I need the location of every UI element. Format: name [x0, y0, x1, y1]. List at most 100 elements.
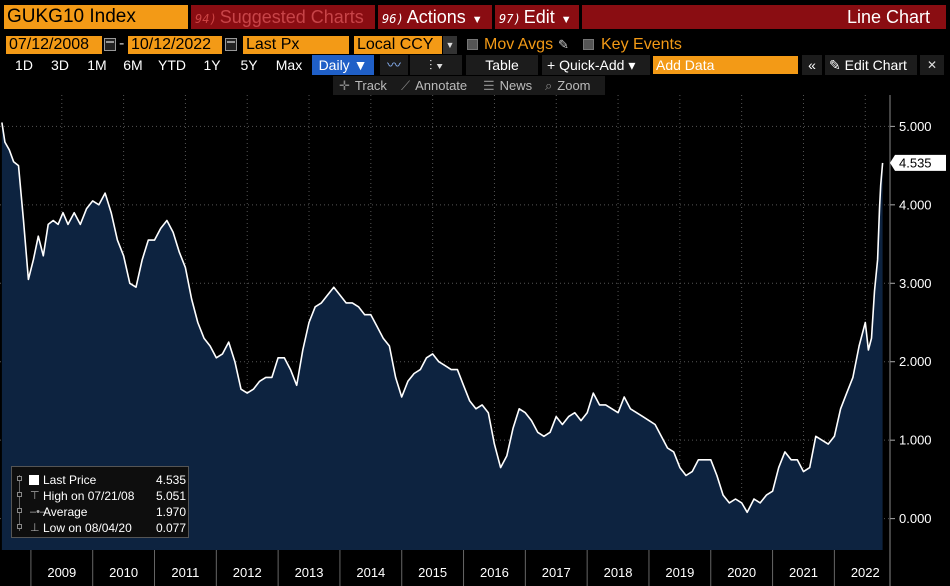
- x-tick-label: 2013: [295, 565, 324, 580]
- suggested-label: Suggested Charts: [219, 7, 364, 27]
- period-toolbar: 1D 3D 1M 6M YTD 1Y 5Y Max Daily ▼ 〰 ⫶ ▾ …: [0, 55, 950, 75]
- x-tick-label: 2014: [356, 565, 385, 580]
- news-label: News: [499, 78, 533, 93]
- period-5y[interactable]: 5Y: [240, 57, 258, 73]
- zoom-icon: ⌕: [545, 78, 553, 93]
- key-events-label: Key Events: [601, 36, 682, 53]
- legend-swatch: [29, 475, 39, 485]
- annotate-icon: ⟋: [401, 78, 411, 93]
- price-field-select[interactable]: Last Px: [243, 36, 349, 54]
- legend-last-label: Last Price: [43, 473, 97, 487]
- chevron-down-icon: ▾: [628, 57, 636, 73]
- legend-row-last: Last Price 4.535: [12, 472, 190, 488]
- high-marker-icon: ⊤: [30, 490, 40, 502]
- period-3d[interactable]: 3D: [51, 57, 69, 73]
- y-tick-label: 2.000: [899, 354, 932, 369]
- mov-avgs-checkbox[interactable]: [467, 39, 478, 50]
- price-chart[interactable]: 2009 2010 2011 2012 2013 2014 2015 2016 2017 2018…: [0, 95, 950, 586]
- edit-button[interactable]: 97) Edit ▼: [495, 5, 579, 29]
- line-chart-icon[interactable]: 〰: [380, 55, 408, 75]
- x-tick-label: 2009: [47, 565, 76, 580]
- date-separator: -: [119, 35, 125, 52]
- zoom-label: Zoom: [557, 78, 591, 93]
- x-tick-label: 2016: [480, 565, 509, 580]
- actions-button[interactable]: 96) Actions ▼: [378, 5, 492, 29]
- period-6m[interactable]: 6M: [123, 57, 143, 73]
- legend-rail: [19, 475, 20, 531]
- double-chevron-left-icon[interactable]: «: [802, 55, 822, 75]
- add-data-input[interactable]: [653, 56, 798, 74]
- x-tick-label: 2021: [789, 565, 818, 580]
- bars-icon: ⫶: [428, 57, 433, 73]
- annotate-tool[interactable]: ⟋ Annotate: [401, 76, 467, 95]
- series-area: [1, 122, 883, 550]
- calendar-icon[interactable]: [225, 38, 237, 51]
- close-icon[interactable]: ✕: [920, 55, 944, 75]
- x-axis-band: [0, 550, 890, 586]
- settings-bar: 07/12/2008 - 10/12/2022 Last Px Local CC…: [0, 35, 950, 55]
- price-field-value: Last Px: [246, 36, 300, 53]
- news-tool[interactable]: ☰ News: [483, 76, 532, 95]
- quick-add-button[interactable]: + Quick-Add ▾: [542, 55, 650, 75]
- start-date-field[interactable]: 07/12/2008: [6, 36, 102, 54]
- average-marker-icon: –•–: [30, 506, 47, 518]
- chart-style-select[interactable]: ⫶ ▾: [410, 55, 462, 75]
- mov-avgs-label: Mov Avgs: [484, 36, 554, 53]
- period-1d[interactable]: 1D: [15, 57, 33, 73]
- actions-label: Actions: [406, 7, 466, 27]
- legend-row-high: ⊤ High on 07/21/08 5.051: [12, 488, 190, 504]
- chevron-down-icon: ▼: [560, 14, 572, 26]
- legend-low-label: Low on 08/04/20: [43, 521, 132, 535]
- quick-add-label: Quick-Add: [559, 57, 625, 73]
- edit-chart-button[interactable]: ✎ Edit Chart: [825, 55, 917, 75]
- x-tick-label: 2010: [109, 565, 138, 580]
- legend-row-low: ⊥ Low on 08/04/20 0.077: [12, 520, 190, 536]
- legend-dot: [17, 524, 22, 529]
- legend-row-average: –•– Average 1.970: [12, 504, 190, 520]
- x-tick-label: 2011: [171, 565, 199, 580]
- end-date-field[interactable]: 10/12/2022: [128, 36, 222, 54]
- ticker-field[interactable]: GUKG10 Index: [4, 5, 188, 29]
- legend-dot: [17, 508, 22, 513]
- y-tick-label: 0.000: [899, 511, 932, 526]
- plus-icon: +: [547, 57, 556, 73]
- x-tick-label: 2022: [851, 565, 880, 580]
- pencil-icon[interactable]: ✎: [558, 37, 569, 52]
- key-events-checkbox[interactable]: [583, 39, 594, 50]
- table-button[interactable]: Table: [466, 55, 538, 75]
- track-tool[interactable]: ✛ Track: [339, 76, 387, 95]
- low-marker-icon: ⊥: [30, 522, 40, 534]
- edit-label: Edit: [523, 7, 555, 27]
- y-tick-label: 5.000: [899, 119, 932, 134]
- annotate-label: Annotate: [415, 78, 468, 93]
- zoom-tool[interactable]: ⌕ Zoom: [545, 76, 591, 95]
- crosshair-icon: ✛: [339, 78, 350, 93]
- actions-num: 96): [382, 12, 404, 26]
- chart-type-text: Line Chart: [846, 7, 930, 27]
- chevron-down-icon: ▼: [353, 57, 368, 73]
- chart-tools-strip: ✛ Track ⟋ Annotate ☰ News ⌕ Zoom: [333, 76, 605, 95]
- currency-select[interactable]: Local CCY: [354, 36, 442, 54]
- frequency-select[interactable]: Daily ▼: [312, 55, 374, 75]
- x-tick-label: 2015: [418, 565, 447, 580]
- legend-dot: [17, 476, 22, 481]
- period-ytd[interactable]: YTD: [158, 57, 186, 73]
- legend-average-value: 1.970: [155, 505, 186, 519]
- legend-dot: [17, 492, 22, 497]
- period-1y[interactable]: 1Y: [203, 57, 221, 73]
- legend-high-value: 5.051: [155, 489, 186, 503]
- x-tick-label: 2018: [604, 565, 633, 580]
- ticker-label: GUKG10 Index: [7, 6, 136, 27]
- last-price-tag: [890, 154, 946, 171]
- edit-num: 97): [499, 12, 521, 26]
- start-date-value: 07/12/2008: [9, 36, 90, 53]
- period-max[interactable]: Max: [275, 57, 303, 73]
- legend-high-label: High on 07/21/08: [43, 489, 135, 503]
- suggested-charts-button[interactable]: 94) Suggested Charts: [191, 5, 375, 29]
- chevron-down-icon[interactable]: ▼: [443, 36, 457, 54]
- y-tick-label: 1.000: [899, 433, 932, 448]
- calendar-icon[interactable]: [104, 38, 116, 51]
- period-1m[interactable]: 1M: [87, 57, 107, 73]
- x-tick-label: 2012: [233, 565, 262, 580]
- y-tick-label: 3.000: [899, 276, 932, 291]
